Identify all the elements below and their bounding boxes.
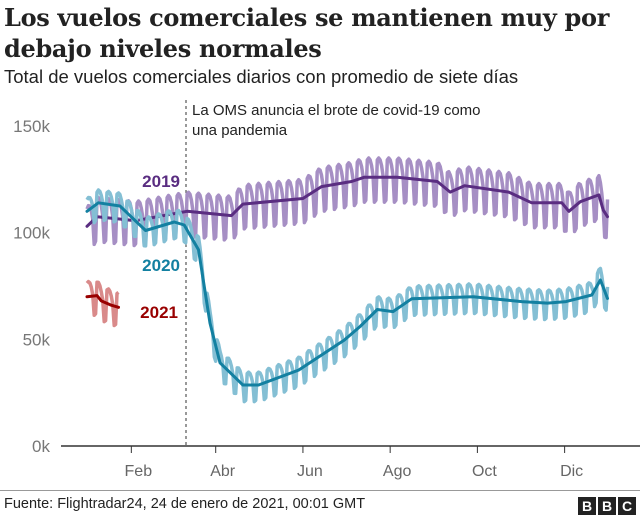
x-tick-label: Ago — [383, 463, 412, 480]
x-tick-label: Jun — [297, 463, 323, 480]
x-tick-label: Abr — [210, 463, 236, 480]
logo-letter: B — [578, 497, 596, 515]
y-tick-label: 150k — [13, 117, 50, 136]
chart-subtitle: Total de vuelos comerciales diarios con … — [4, 66, 519, 87]
series-label-2021: 2021 — [140, 303, 178, 322]
y-tick-label: 100k — [13, 224, 50, 243]
chart-title: Los vuelos comerciales se mantienen muy … — [4, 3, 610, 63]
series-label-2019: 2019 — [142, 172, 180, 191]
y-tick-label: 50k — [23, 330, 51, 349]
logo-letter: C — [618, 497, 636, 515]
y-tick-label: 0k — [32, 437, 50, 456]
series-label-2020: 2020 — [142, 256, 180, 275]
logo-letter: B — [598, 497, 616, 515]
x-tick-label: Oct — [472, 463, 497, 480]
footer-divider — [0, 490, 640, 491]
series-average-line-2021 — [85, 294, 120, 309]
x-tick-label: Dic — [560, 463, 583, 480]
series-daily-line-2020 — [85, 188, 610, 404]
source-note: Fuente: Flightradar24, 24 de enero de 20… — [4, 496, 366, 512]
series-average-line-2019 — [85, 175, 609, 228]
annotation-text-line2: una pandemia — [192, 122, 288, 139]
line-chart: 0k 50k 100k 150k Feb Abr Jun Ago Oct Dic La OMS … — [13, 100, 640, 480]
x-tick-label: Feb — [125, 463, 153, 480]
series-daily-line-2021 — [85, 279, 120, 328]
series-average-line-2020 — [85, 201, 609, 387]
annotation-text-line1: La OMS anuncia el brote de covid-19 como — [192, 102, 481, 119]
